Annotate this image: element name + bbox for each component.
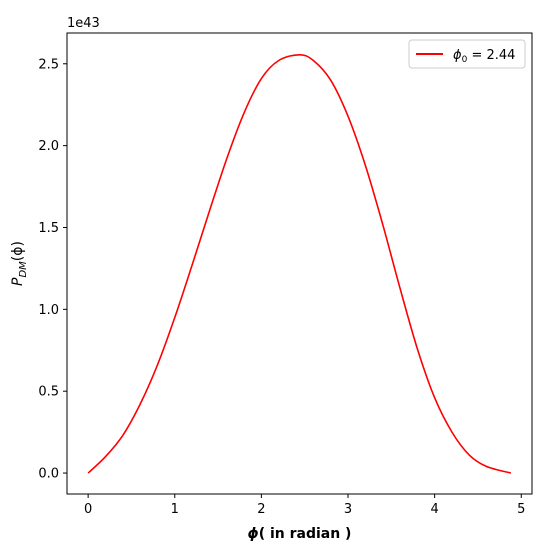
- x-tick-label: 4: [430, 502, 438, 517]
- y-axis-label-sub: DM: [18, 261, 29, 278]
- x-axis-label-symbol: ϕ: [248, 526, 259, 542]
- y-tick-label: 2.5: [38, 57, 59, 72]
- x-axis-label-text: ( in radian ): [259, 526, 352, 542]
- y-tick-label: 2.0: [38, 139, 59, 154]
- x-tick-label: 5: [517, 502, 525, 517]
- x-tick-label: 0: [84, 502, 92, 517]
- series-line: [87, 53, 512, 474]
- y-axis-label-rest: (ϕ): [10, 241, 26, 261]
- y-tick-label: 1.0: [38, 303, 59, 318]
- y-axis-label: PDM(ϕ): [10, 241, 29, 286]
- x-tick-label: 1: [171, 502, 179, 517]
- legend-label-symbol: ϕ: [453, 48, 462, 63]
- legend-label-sub: 0: [462, 55, 468, 65]
- y-axis-label-base: P: [10, 277, 26, 286]
- x-axis-label: ϕ( in radian ): [248, 526, 352, 542]
- y-tick-label: 0.5: [38, 385, 59, 400]
- plot-area: [67, 33, 532, 494]
- x-tick-label: 3: [344, 502, 352, 517]
- plot-frame: [66, 32, 533, 495]
- y-tick-label: 1.5: [38, 221, 59, 236]
- legend-label-rest: = 2.44: [467, 48, 515, 63]
- offset-text: 1e43: [67, 16, 100, 31]
- x-tick-label: 2: [257, 502, 265, 517]
- legend: ϕ0 = 2.44: [408, 39, 526, 69]
- legend-label: ϕ0 = 2.44: [453, 48, 515, 65]
- y-tick-label: 0.0: [38, 467, 59, 482]
- legend-box: [408, 39, 526, 69]
